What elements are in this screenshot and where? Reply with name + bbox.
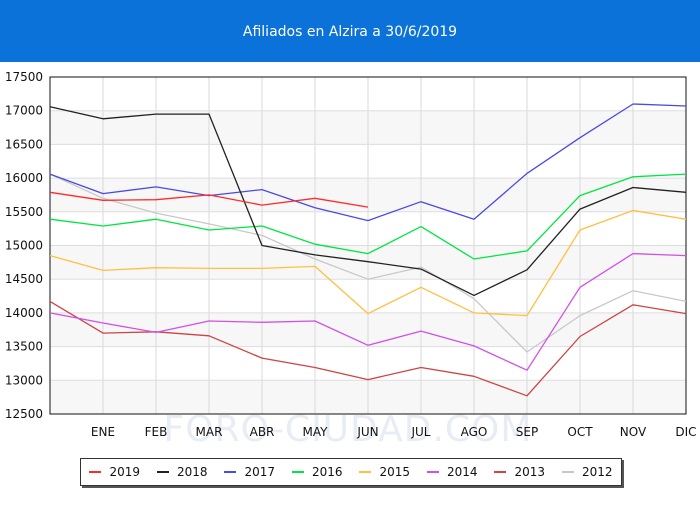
legend-swatch [426,471,439,473]
legend-item-2012: 2012 [561,465,613,479]
series-line-2014 [49,252,687,371]
chart-legend: 2019 2018 2017 2016 2015 2014 2013 2012 [80,458,622,486]
y-tick-label: 13500 [5,340,43,354]
legend-item-2014: 2014 [426,465,478,479]
legend-label: 2015 [379,465,411,479]
legend-label: 2013 [514,465,546,479]
series-line-2015 [49,209,687,317]
x-tick-label: JUN [356,425,378,439]
legend-swatch [291,471,304,473]
y-tick-label: 15000 [5,239,43,253]
series-line-2018 [49,106,687,297]
legend-swatch [89,471,102,473]
y-tick-label: 17500 [5,70,43,84]
y-tick-label: 16500 [5,137,43,151]
legend-swatch [494,471,507,473]
legend-swatch [224,471,237,473]
x-tick-label: OCT [567,425,593,439]
x-tick-label: MAY [303,425,329,439]
chart-title: Afiliados en Alzira a 30/6/2019 [242,24,458,40]
legend-label: 2014 [446,465,478,479]
watermark-text: FORO-CIUDAD.COM [164,409,533,450]
y-tick-label: 12500 [5,407,43,421]
x-tick-label: ENE [91,425,115,439]
legend-swatch [156,471,169,473]
x-tick-label: SEP [516,425,538,439]
legend-label: 2019 [109,465,141,479]
series-line-2017 [49,103,687,222]
legend-label: 2017 [244,465,276,479]
legend-label: 2012 [581,465,613,479]
x-tick-label: MAR [196,425,223,439]
y-tick-label: 14500 [5,272,43,286]
x-tick-label: AGO [461,425,488,439]
legend-item-2017: 2017 [224,465,275,479]
x-tick-label: FEB [145,425,168,439]
legend-label: 2018 [176,465,208,479]
legend-label: 2016 [311,465,343,479]
series-line-2016 [49,173,687,260]
y-tick-label: 15500 [5,205,43,219]
y-tick-label: 17000 [5,104,43,118]
y-tick-label: 16000 [5,171,43,185]
x-tick-label: NOV [620,425,647,439]
y-tick-label: 13000 [5,373,43,387]
x-tick-label: JUL [410,425,430,439]
legend-item-2019: 2019 [89,465,140,479]
chart-header: Afiliados en Alzira a 30/6/2019 [0,0,700,62]
x-tick-label: ABR [250,425,275,439]
plot-frame [49,76,687,415]
legend-item-2016: 2016 [291,465,343,479]
series-line-2019 [49,191,369,208]
legend-item-2015: 2015 [359,465,410,479]
x-tick-label: DIC [675,425,696,439]
legend-swatch [359,471,372,473]
legend-swatch [561,471,574,473]
legend-item-2018: 2018 [156,465,208,479]
y-tick-label: 14000 [5,306,43,320]
legend-item-2013: 2013 [494,465,545,479]
line-chart: FORO-CIUDAD.COM 12500 13000 13500 14000 14500… [5,70,697,450]
series-line-2012 [49,173,687,353]
